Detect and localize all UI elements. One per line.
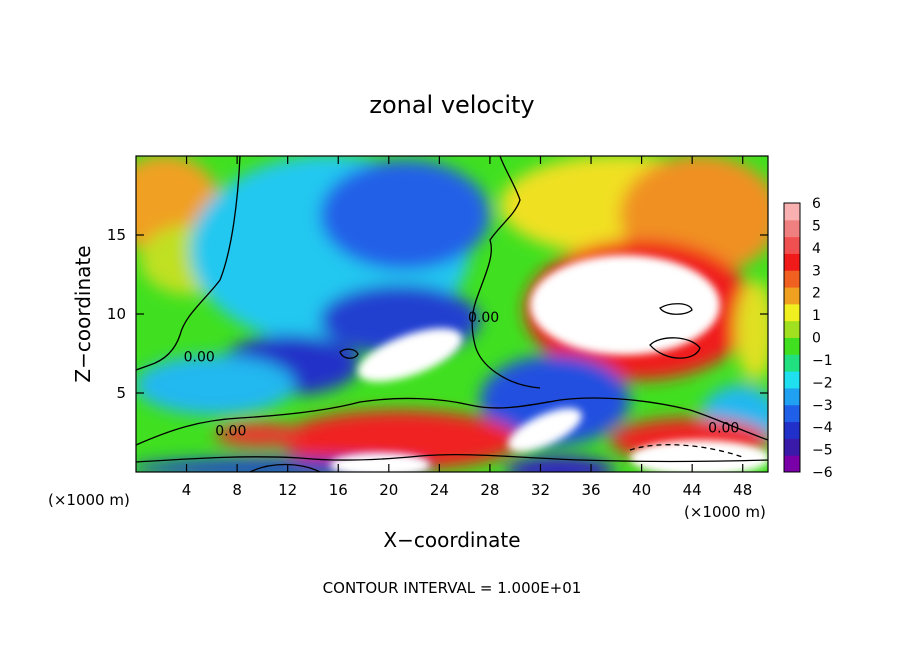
y-axis-label: Z−coordinate bbox=[71, 245, 95, 382]
contour-lines bbox=[136, 156, 768, 472]
y-tick-label: 5 bbox=[116, 384, 126, 402]
blue-center-low bbox=[480, 355, 630, 445]
colorbar: 6 5 4 3 2 1 0 −1 −2 −3 −4 −5 −6 bbox=[783, 196, 833, 481]
x-tick-label: 44 bbox=[683, 481, 702, 499]
x-tick-label: 24 bbox=[430, 481, 449, 499]
colorbar-swatch bbox=[784, 455, 800, 473]
white-right-core bbox=[530, 255, 720, 355]
x-unit-note-left: (×1000 m) bbox=[48, 491, 130, 509]
colorbar-swatch bbox=[784, 387, 800, 406]
chart-title: zonal velocity bbox=[369, 91, 534, 119]
colorbar-swatch bbox=[784, 287, 800, 305]
contour-right-top-loop bbox=[659, 303, 693, 315]
contour-right-loop bbox=[649, 337, 701, 359]
x-tick-label: 32 bbox=[531, 481, 550, 499]
colorbar-swatch bbox=[784, 371, 800, 389]
y-tick-label: 10 bbox=[107, 305, 126, 323]
x-tick-label: 16 bbox=[329, 481, 348, 499]
contour-label: 0.00 bbox=[468, 310, 499, 326]
white-center-core bbox=[357, 328, 463, 382]
contour-zero-left bbox=[136, 156, 241, 371]
colorbar-swatch bbox=[784, 219, 800, 238]
x-tick-label: 8 bbox=[232, 481, 242, 499]
colorbar-tick-label: −4 bbox=[812, 420, 833, 436]
colorbar-tick-label: 1 bbox=[812, 308, 821, 324]
colorbar-swatch bbox=[784, 354, 800, 372]
white-bottom-right bbox=[630, 440, 768, 472]
yellow-right-edge bbox=[735, 280, 768, 380]
contour-label-layer: 0.00 0.00 0.00 0.00 bbox=[184, 310, 740, 440]
contour-zero-lower-left bbox=[136, 397, 768, 446]
colorbar-tick-label: 2 bbox=[812, 286, 821, 302]
contour-label: 0.00 bbox=[708, 421, 739, 437]
contour-dashed-bottom bbox=[629, 444, 746, 459]
colorbar-tick-label: 5 bbox=[812, 218, 821, 234]
contour-bottom-left-loop bbox=[249, 463, 321, 472]
x-axis-ticks: 4 8 12 16 20 24 28 32 36 40 44 48 bbox=[182, 156, 752, 499]
colorbar-swatch bbox=[784, 303, 800, 322]
x-tick-label: 12 bbox=[278, 481, 297, 499]
x-axis-label: X−coordinate bbox=[383, 528, 520, 552]
contour-zero-center bbox=[471, 156, 541, 389]
colorbar-swatch bbox=[784, 337, 800, 355]
cyan-lower-left bbox=[136, 355, 295, 415]
colorbar-tick-label: 0 bbox=[812, 331, 821, 347]
x-tick-label: 48 bbox=[733, 481, 752, 499]
colorbar-tick-label: −6 bbox=[812, 465, 833, 481]
white-lower-center bbox=[508, 408, 582, 452]
colorbar-swatch bbox=[784, 270, 800, 288]
colorbar-swatch bbox=[784, 320, 800, 338]
colorbar-tick-label: 3 bbox=[812, 263, 821, 279]
colorbar-frame bbox=[783, 202, 801, 473]
contour-label: 0.00 bbox=[215, 424, 246, 440]
colorbar-swatch bbox=[784, 203, 800, 221]
x-unit-note-right: (×1000 m) bbox=[684, 503, 766, 521]
x-tick-label: 36 bbox=[581, 481, 600, 499]
x-tick-label: 20 bbox=[379, 481, 398, 499]
colorbar-tick-label: 4 bbox=[812, 241, 821, 257]
contour-zero-bottom bbox=[136, 454, 768, 463]
y-axis-ticks: 5 10 15 bbox=[107, 226, 768, 402]
contour-small-loop bbox=[339, 348, 359, 359]
plot-area: 0.00 0.00 0.00 0.00 bbox=[136, 156, 768, 472]
red-bottom-left bbox=[215, 423, 305, 447]
x-tick-label: 4 bbox=[182, 481, 192, 499]
colorbar-swatch bbox=[784, 404, 800, 423]
colorbar-tick-label: −3 bbox=[812, 398, 833, 414]
contour-label: 0.00 bbox=[184, 349, 215, 365]
x-tick-label: 40 bbox=[632, 481, 651, 499]
colorbar-tick-label: 6 bbox=[812, 196, 821, 212]
colorbar-swatch bbox=[784, 236, 800, 254]
colorbar-tick-label: −2 bbox=[812, 375, 833, 391]
colorbar-swatch bbox=[784, 438, 800, 456]
colorbar-swatch bbox=[784, 421, 800, 439]
contour-interval-footer: CONTOUR INTERVAL = 1.000E+01 bbox=[323, 579, 582, 597]
y-tick-label: 15 bbox=[107, 226, 126, 244]
blue-upper-core bbox=[320, 160, 490, 270]
colorbar-tick-label: −5 bbox=[812, 443, 833, 459]
colorbar-tick-label: −1 bbox=[812, 353, 833, 369]
x-tick-label: 28 bbox=[480, 481, 499, 499]
colorbar-swatch bbox=[784, 253, 800, 271]
